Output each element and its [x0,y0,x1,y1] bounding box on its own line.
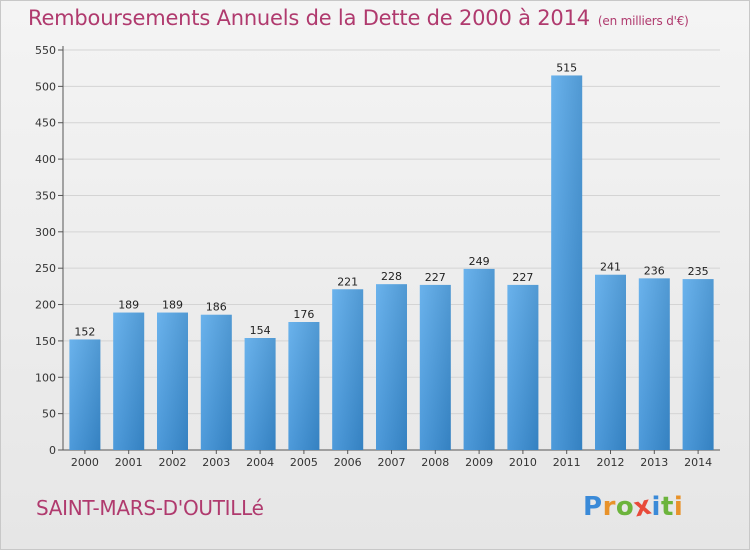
data-label: 152 [74,325,95,338]
data-label: 249 [469,255,490,268]
y-tick-label: 200 [35,299,56,312]
bar-shade [288,322,320,450]
bar-shade [113,312,145,450]
bar-shade [244,338,276,450]
bar-shade [507,284,539,450]
data-label: 227 [512,271,533,284]
logo-letter: i [673,492,684,522]
x-tick-label: 2012 [597,456,625,469]
bar-shade [157,312,188,450]
bar-shade [69,339,101,450]
bar-shade [200,314,232,450]
x-tick-label: 2011 [553,456,581,469]
bar-shade [551,75,583,451]
data-label: 154 [250,324,271,337]
x-tick-label: 2009 [465,456,493,469]
y-tick-label: 300 [35,226,56,239]
x-tick-label: 2013 [640,456,668,469]
data-label: 176 [293,308,314,321]
y-tick-label: 450 [35,117,56,130]
x-tick-label: 2001 [115,456,143,469]
data-label: 227 [425,271,446,284]
bar-shade [463,268,495,450]
data-label: 236 [644,264,665,277]
data-label: 235 [688,265,709,278]
commune-name: SAINT-MARS-D'OUTILLé [36,496,264,520]
x-tick-label: 2000 [71,456,99,469]
y-tick-label: 350 [35,189,56,202]
data-label: 515 [556,61,577,74]
bar-shade [595,274,626,450]
proxiti-logo: Proxiti [583,491,684,524]
logo-letter: r [602,492,616,522]
y-tick-label: 550 [35,44,56,57]
x-tick-label: 2010 [509,456,537,469]
logo-letter: P [583,492,603,522]
x-tick-label: 2008 [421,456,449,469]
x-tick-label: 2002 [159,456,187,469]
data-label: 186 [206,301,227,314]
x-tick-label: 2004 [246,456,274,469]
x-tick-label: 2006 [334,456,362,469]
data-label: 241 [600,261,621,274]
chart-title: Remboursements Annuels de la Dette de 20… [28,6,689,30]
y-tick-label: 100 [35,371,56,384]
y-tick-label: 0 [49,444,56,457]
logo-letter: t [660,492,674,522]
y-tick-label: 250 [35,262,56,275]
data-label: 189 [118,299,139,312]
y-tick-label: 400 [35,153,56,166]
bar-shade [332,289,364,450]
data-label: 228 [381,270,402,283]
x-tick-label: 2003 [202,456,230,469]
logo-letter: o [615,492,635,522]
bar-shade [638,278,670,450]
y-tick-label: 150 [35,335,56,348]
x-tick-label: 2014 [684,456,712,469]
bar-shade [419,284,451,450]
bar-shade [376,284,407,450]
data-label: 221 [337,275,358,288]
title-text: Remboursements Annuels de la Dette de 20… [28,6,590,30]
y-tick-label: 500 [35,80,56,93]
bar-shade [682,279,714,450]
y-tick-label: 50 [42,408,56,421]
x-tick-label: 2005 [290,456,318,469]
data-label: 189 [162,299,183,312]
logo-letter: i [651,492,661,522]
unit-label: (en milliers d'€) [597,14,689,28]
x-tick-label: 2007 [378,456,406,469]
